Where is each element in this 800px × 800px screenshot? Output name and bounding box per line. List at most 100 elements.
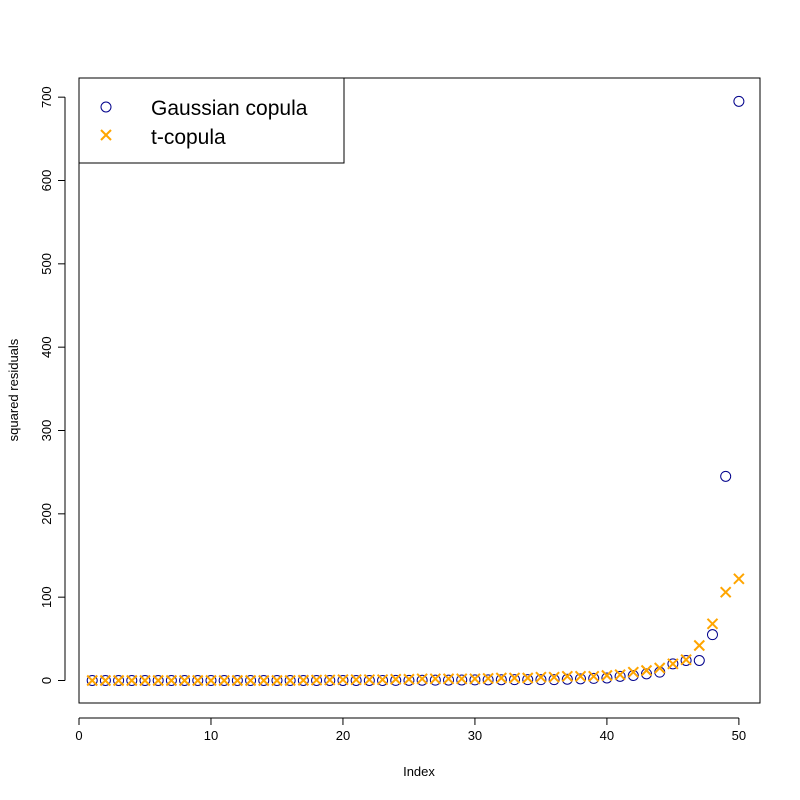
gaussian-copula-point: [667, 658, 679, 670]
gaussian-copula-point: [548, 674, 560, 686]
gaussian-copula-point: [614, 670, 626, 682]
gaussian-copula-point: [126, 675, 138, 686]
t-copula-point: [403, 673, 415, 685]
gaussian-copula-point: [627, 670, 639, 681]
t-copula-point: [614, 668, 626, 681]
gaussian-copula-point: [390, 674, 402, 686]
legend-gaussian-label: Gaussian copula: [151, 97, 308, 120]
gaussian-copula-point: [284, 675, 296, 686]
gaussian-copula-point: [297, 675, 309, 686]
x-axis-title: Index: [403, 764, 435, 779]
gaussian-copula-point: [509, 674, 521, 686]
gaussian-copula-point: [456, 674, 468, 686]
gaussian-copula-point: [271, 675, 283, 686]
t-copula-point: [376, 673, 389, 686]
plot-frame: [78, 77, 761, 704]
gaussian-copula-point: [113, 675, 125, 686]
t-copula-point: [588, 670, 600, 683]
t-copula-point: [495, 672, 508, 684]
gaussian-copula-point: [311, 675, 323, 686]
gaussian-copula-point: [575, 673, 587, 685]
data-points: [86, 95, 745, 687]
gaussian-copula-point: [350, 675, 362, 686]
x-tick-label: 10: [204, 728, 218, 743]
t-copula-point: [482, 672, 494, 685]
gaussian-copula-point: [363, 675, 375, 686]
gaussian-copula-point: [495, 674, 507, 686]
gaussian-copula-point: [535, 674, 547, 686]
gaussian-copula-point: [179, 675, 191, 686]
t-copula-point: [244, 674, 257, 687]
gaussian-copula-point: [706, 629, 718, 641]
legend-t-copula-marker: [100, 129, 112, 141]
x-axis: 0 10 20 30 40 50: [75, 717, 746, 743]
gaussian-copula-point: [205, 675, 217, 686]
t-copula-point: [152, 674, 164, 687]
gaussian-copula-point: [337, 675, 349, 686]
t-copula-point: [350, 673, 362, 686]
t-copula-point: [205, 674, 217, 687]
t-copula-point: [667, 658, 679, 670]
t-copula-point: [535, 671, 547, 683]
y-tick-label: 0: [39, 677, 54, 684]
gaussian-copula-point: [139, 675, 151, 686]
gaussian-copula-point: [482, 674, 494, 686]
gaussian-copula-point: [99, 675, 111, 686]
legend-gaussian-marker: [100, 101, 112, 113]
t-copula-point: [178, 674, 191, 687]
y-tick-label: 400: [39, 336, 54, 358]
t-copula-point: [139, 674, 151, 687]
x-tick-label: 50: [732, 728, 746, 743]
t-copula-point: [548, 671, 560, 683]
gaussian-copula-point: [192, 675, 204, 686]
t-copula-point: [297, 674, 310, 686]
gaussian-copula-point: [86, 675, 98, 686]
t-copula-point: [112, 674, 125, 687]
gaussian-copula-point: [403, 674, 415, 686]
gaussian-copula-point: [469, 674, 481, 686]
gaussian-copula-point: [641, 668, 652, 680]
y-tick-label: 200: [39, 503, 54, 525]
legend-box: [78, 77, 345, 164]
gaussian-copula-point: [733, 95, 745, 107]
x-tick-label: 20: [336, 728, 350, 743]
t-copula-point: [522, 672, 534, 684]
gaussian-copula-point: [152, 675, 164, 686]
gaussian-copula-point: [231, 675, 243, 686]
t-copula-point: [653, 662, 666, 674]
gaussian-copula-point: [258, 675, 270, 686]
gaussian-copula-point: [588, 672, 600, 684]
t-copula-point: [469, 673, 481, 685]
t-copula-point: [271, 674, 283, 687]
t-copula-point: [324, 674, 336, 686]
gaussian-copula-point: [324, 675, 336, 686]
t-copula-point: [442, 673, 455, 685]
t-copula-point: [99, 674, 112, 687]
gaussian-copula-point: [165, 675, 177, 686]
y-tick-label: 100: [39, 586, 54, 608]
t-copula-point: [337, 673, 349, 686]
t-copula-point: [310, 674, 323, 686]
x-tick-label: 40: [600, 728, 614, 743]
gaussian-copula-point: [429, 674, 441, 686]
t-copula-point: [231, 674, 244, 687]
t-copula-point: [429, 673, 442, 685]
t-copula-point: [284, 674, 296, 687]
x-tick-label: 30: [468, 728, 482, 743]
y-axis: 0 100 200 300 400 500 600 700: [39, 86, 66, 684]
t-copula-point: [165, 674, 178, 687]
gaussian-copula-point: [522, 674, 534, 686]
t-copula-point: [733, 573, 745, 585]
gaussian-copula-point: [680, 655, 692, 666]
t-copula-point: [561, 670, 574, 683]
t-copula-point: [601, 669, 613, 682]
t-copula-point: [86, 674, 98, 687]
t-copula-point: [192, 674, 204, 687]
gaussian-copula-point: [218, 675, 230, 686]
gaussian-copula-point: [720, 470, 732, 482]
legend-t-copula-label: t-copula: [151, 126, 226, 149]
y-tick-label: 300: [39, 420, 54, 442]
t-copula-point: [258, 674, 270, 687]
y-axis-title: squared residuals: [6, 338, 21, 441]
x-tick-label: 0: [75, 728, 82, 743]
